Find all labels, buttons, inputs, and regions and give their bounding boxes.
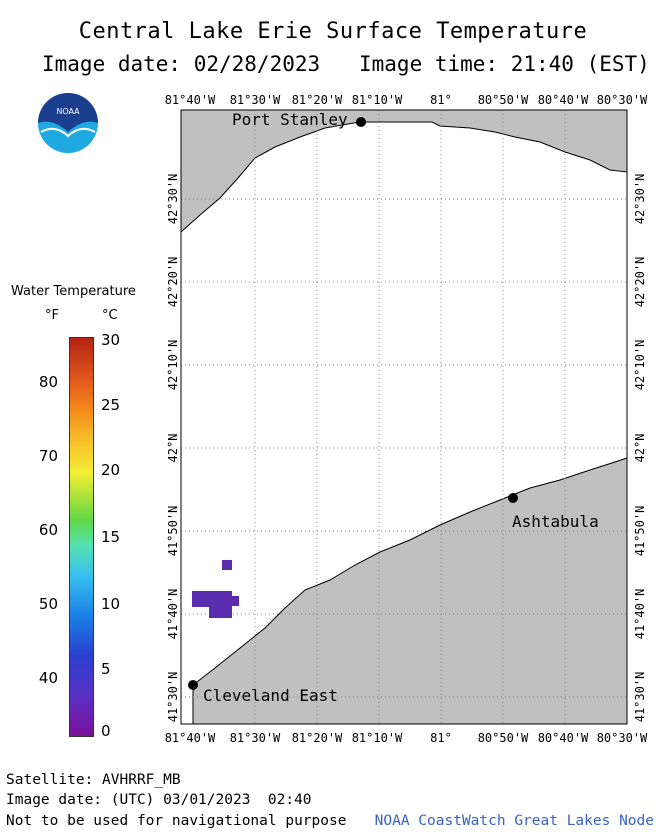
disclaimer: Not to be used for navigational purpose [6, 813, 347, 829]
lat-label: 42°10'N [633, 340, 647, 391]
lat-label: 41°50'N [166, 506, 180, 557]
cleveland-east-marker [188, 680, 198, 690]
image-time: Image time: 21:40 (EST) [359, 52, 650, 76]
image-date: Image date: 02/28/2023 [42, 52, 321, 76]
lat-label: 42°20'N [166, 257, 180, 308]
unit-fahrenheit: °F [45, 308, 59, 323]
c-tick: 0 [101, 722, 111, 740]
c-tick: 5 [101, 660, 111, 678]
legend-title: Water Temperature [11, 284, 136, 299]
lon-label: 80°30'W [597, 731, 648, 745]
lon-label: 80°50'W [478, 93, 529, 107]
lat-label: 41°30'N [633, 672, 647, 723]
c-tick: 30 [101, 331, 121, 349]
c-tick: 10 [101, 595, 121, 613]
map-title: Central Lake Erie Surface Temperature [78, 19, 588, 44]
south-shore-land [192, 457, 628, 725]
north-shore-land [180, 109, 628, 234]
lat-label: 42°20'N [633, 257, 647, 308]
lat-labels-right: 42°30'N 42°20'N 42°10'N 42°N 41°50'N 41°… [633, 174, 647, 723]
lon-label: 80°30'W [597, 93, 648, 107]
lon-label: 81°30'W [230, 93, 281, 107]
temperature-pixels [192, 560, 239, 618]
logo-text: NOAA [56, 107, 80, 116]
lat-label: 42°N [633, 434, 647, 463]
ashtabula-marker [508, 493, 518, 503]
f-tick: 70 [38, 447, 58, 465]
lon-label: 81°30'W [230, 731, 281, 745]
c-tick: 15 [101, 528, 121, 546]
c-tick: 25 [101, 396, 121, 414]
lon-labels-top: 81°40'W 81°30'W 81°20'W 81°10'W 81° 80°5… [165, 93, 648, 107]
utc-date: Image date: (UTC) 03/01/2023 02:40 [6, 792, 312, 808]
noaa-logo-icon: NOAA [37, 92, 99, 154]
city-label: Ashtabula [512, 512, 599, 531]
city-label: Port Stanley [232, 110, 348, 129]
lat-labels-left: 42°30'N 42°20'N 42°10'N 42°N 41°50'N 41°… [166, 174, 180, 723]
city-label: Cleveland East [203, 686, 338, 705]
c-tick: 20 [101, 461, 121, 479]
lon-label: 81°10'W [352, 93, 403, 107]
port-stanley-marker [356, 117, 366, 127]
lat-label: 41°30'N [166, 672, 180, 723]
lon-label: 80°40'W [538, 93, 589, 107]
f-tick: 60 [38, 521, 58, 539]
lat-label: 42°30'N [633, 174, 647, 225]
lat-label: 42°10'N [166, 340, 180, 391]
city-markers: Port Stanley Ashtabula Cleveland East [188, 110, 599, 705]
lat-label: 42°N [166, 434, 180, 463]
credit-link[interactable]: NOAA CoastWatch Great Lakes Node [374, 813, 654, 829]
lon-label: 81°40'W [165, 731, 216, 745]
lat-label: 42°30'N [166, 174, 180, 225]
lon-label: 80°40'W [538, 731, 589, 745]
f-tick: 40 [38, 669, 58, 687]
map-frame [180, 109, 628, 725]
f-tick: 80 [38, 373, 58, 391]
lon-label: 81°10'W [352, 731, 403, 745]
lat-label: 41°40'N [166, 589, 180, 640]
lat-label: 41°50'N [633, 506, 647, 557]
lon-label: 81°20'W [292, 93, 343, 107]
temperature-colorbar [69, 337, 94, 737]
lon-label: 81°40'W [165, 93, 216, 107]
unit-celsius: °C [102, 308, 118, 323]
lon-label: 81° [430, 93, 452, 107]
lon-labels-bottom: 81°40'W 81°30'W 81°20'W 81°10'W 81° 80°5… [165, 731, 648, 745]
satellite-name: Satellite: AVHRRF_MB [6, 772, 181, 788]
lon-label: 80°50'W [478, 731, 529, 745]
f-tick: 50 [38, 595, 58, 613]
lat-label: 41°40'N [633, 589, 647, 640]
lon-label: 81°20'W [292, 731, 343, 745]
lon-label: 81° [430, 731, 452, 745]
